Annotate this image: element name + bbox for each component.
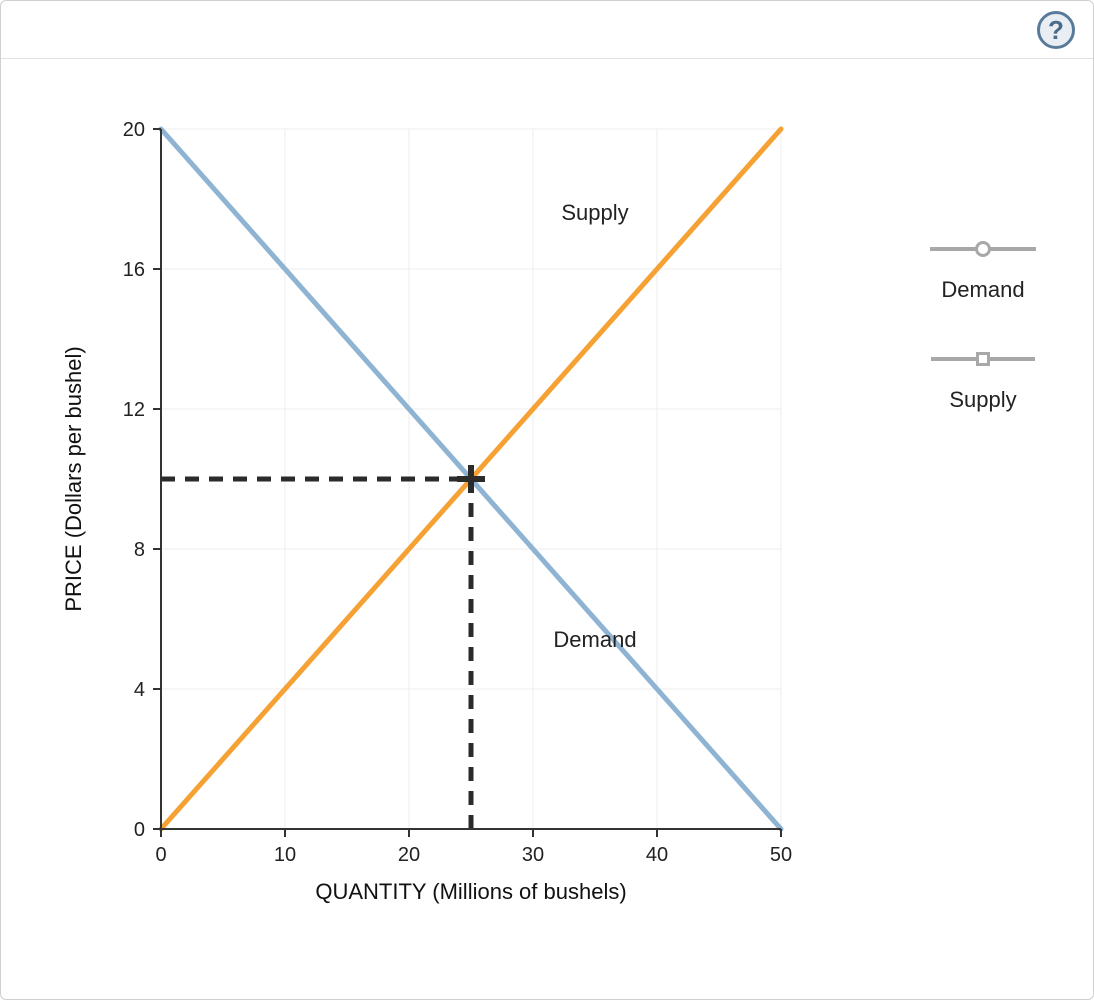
svg-text:12: 12 xyxy=(123,399,145,421)
legend-symbol xyxy=(903,239,1063,259)
panel-header: ? xyxy=(1,1,1093,59)
demand-label: Demand xyxy=(553,627,636,652)
svg-text:0: 0 xyxy=(155,844,166,866)
svg-text:10: 10 xyxy=(274,844,296,866)
y-axis-label: PRICE (Dollars per bushel) xyxy=(61,346,86,611)
legend-label: Demand xyxy=(903,277,1063,303)
help-icon[interactable]: ? xyxy=(1037,11,1075,49)
supply-demand-chart: Demand Supply 0 10 20 30 40 50 0 4 8 12 16 20 QUANTITY… xyxy=(31,89,851,959)
legend-label: Supply xyxy=(903,387,1063,413)
svg-text:30: 30 xyxy=(522,844,544,866)
svg-text:0: 0 xyxy=(134,819,145,841)
panel-body: Demand Supply 0 10 20 30 40 50 0 4 8 12 16 20 QUANTITY… xyxy=(1,59,1093,994)
legend-symbol xyxy=(903,349,1063,369)
svg-text:8: 8 xyxy=(134,539,145,561)
svg-text:4: 4 xyxy=(134,679,145,701)
chart-panel: ? Demand Supply 0 10 20 30 40 50 0 4 8 12 16 20 QUANTI… xyxy=(0,0,1094,1000)
legend-item-supply[interactable]: Supply xyxy=(903,349,1063,413)
circle-marker-icon xyxy=(975,241,991,257)
svg-text:40: 40 xyxy=(646,844,668,866)
supply-label: Supply xyxy=(561,200,628,225)
square-marker-icon xyxy=(976,352,990,366)
svg-text:16: 16 xyxy=(123,259,145,281)
svg-text:20: 20 xyxy=(398,844,420,866)
legend-item-demand[interactable]: Demand xyxy=(903,239,1063,303)
svg-text:20: 20 xyxy=(123,119,145,141)
legend: Demand Supply xyxy=(903,239,1063,459)
chart-area: Demand Supply 0 10 20 30 40 50 0 4 8 12 16 20 QUANTITY… xyxy=(31,89,1063,964)
x-axis-label: QUANTITY (Millions of bushels) xyxy=(315,879,626,904)
svg-text:50: 50 xyxy=(770,844,792,866)
